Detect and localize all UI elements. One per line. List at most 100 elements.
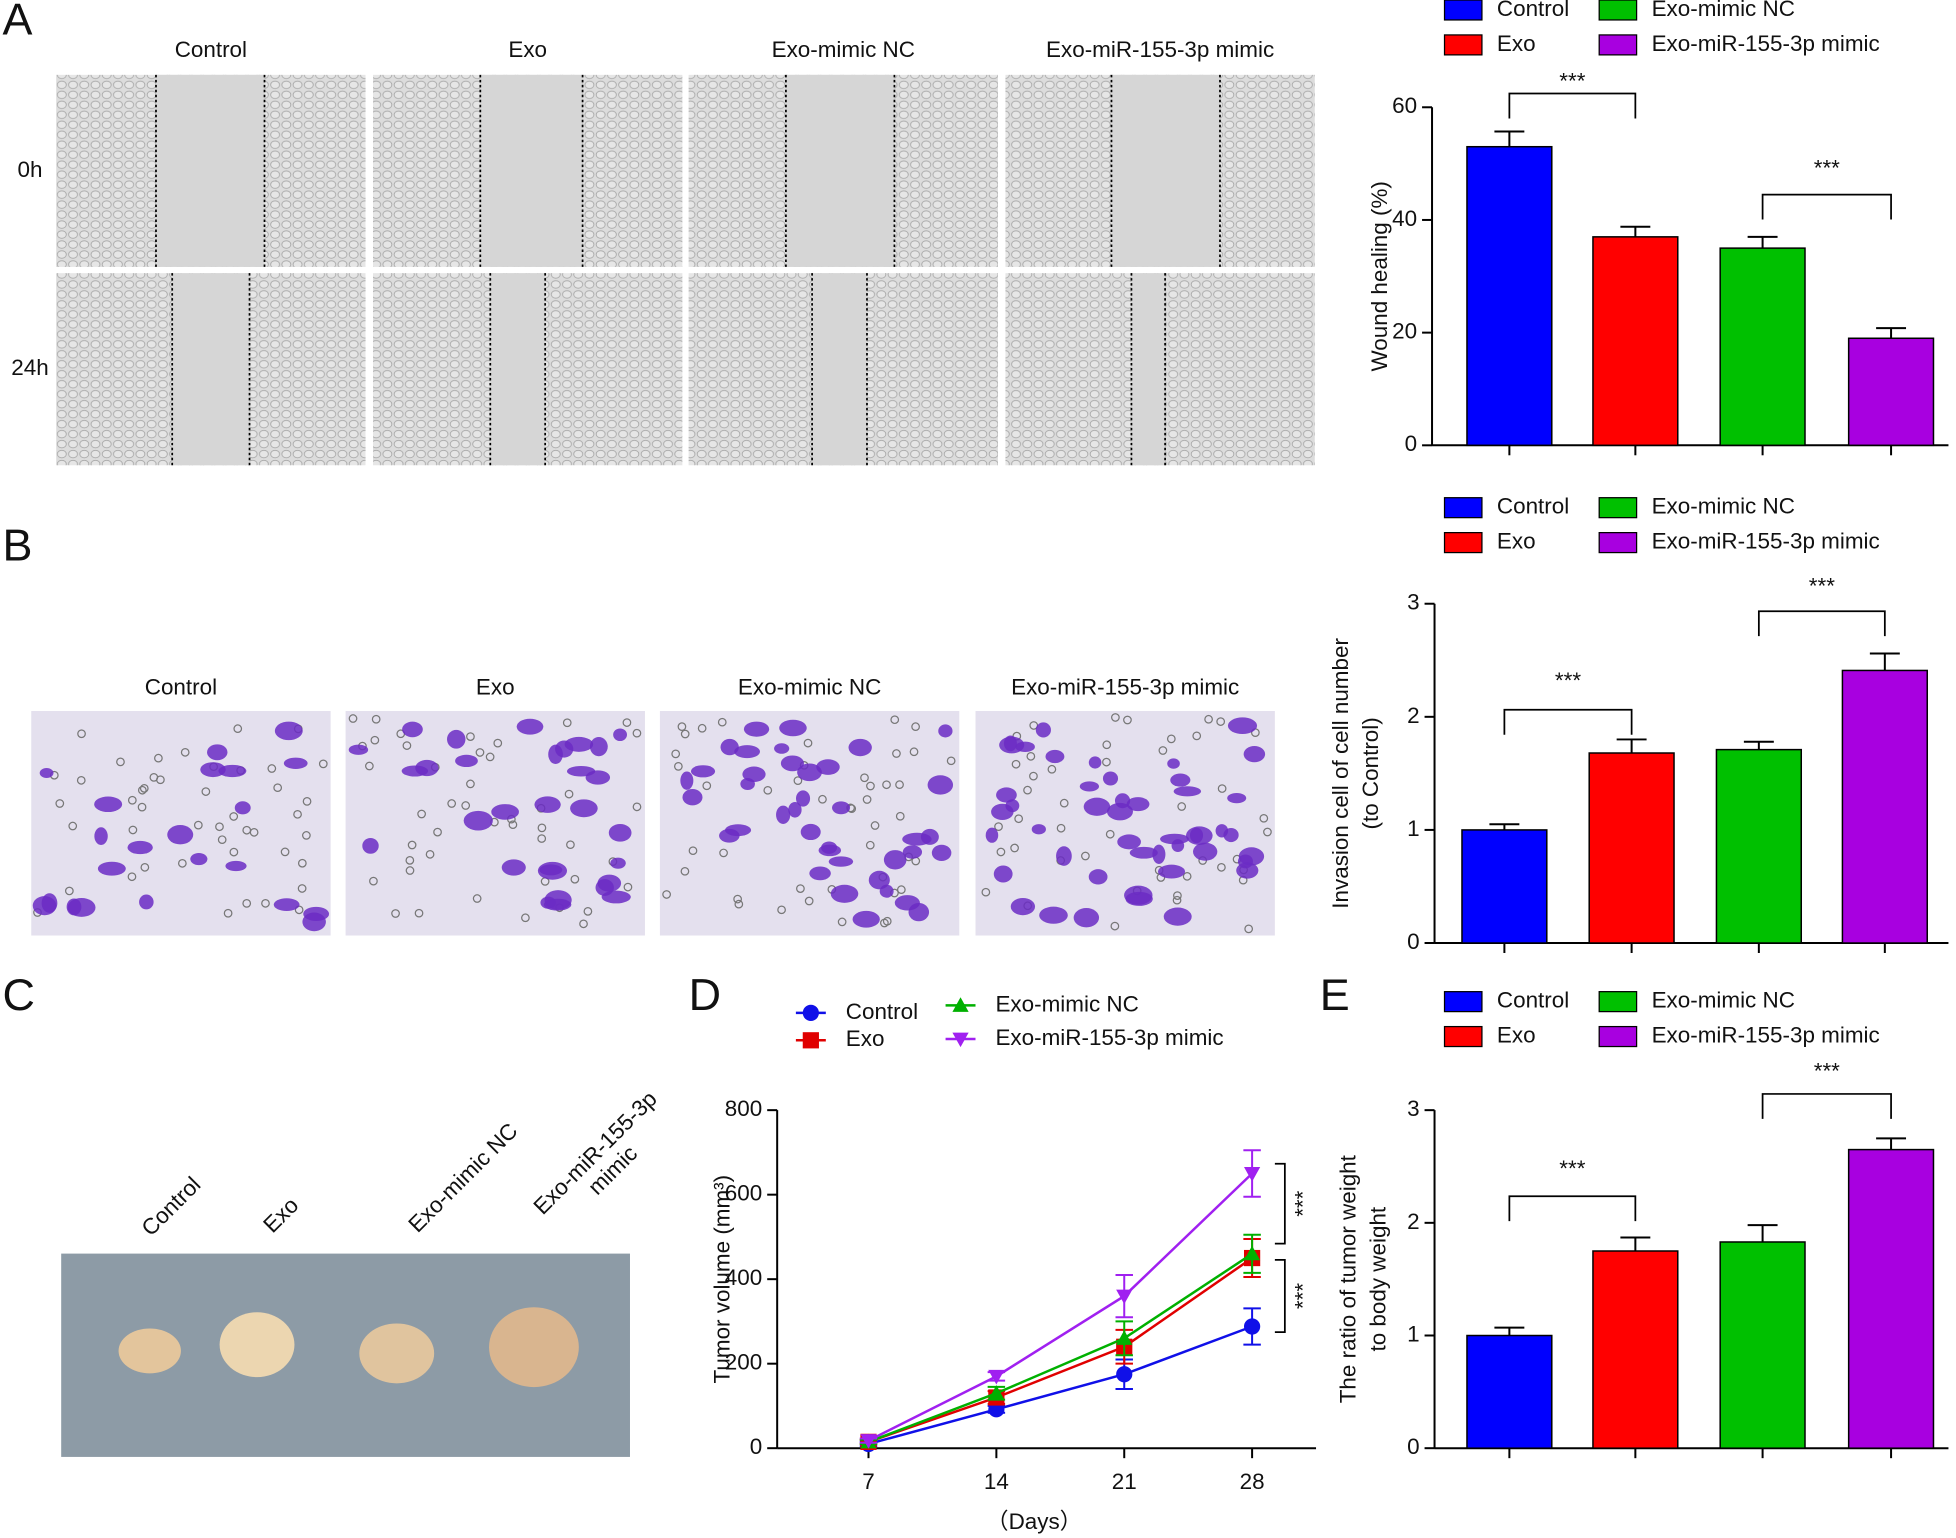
cell — [94, 827, 108, 845]
cell — [548, 744, 563, 765]
cell — [97, 861, 126, 876]
y-tick-label: 800 — [725, 1096, 762, 1121]
column-label: Exo-miR-155-3p mimic — [1011, 674, 1239, 699]
legend-label: Exo — [1497, 31, 1536, 56]
cell — [1035, 722, 1051, 738]
pore — [688, 846, 698, 856]
x-tick-label: 7 — [862, 1469, 874, 1494]
cell — [302, 912, 326, 932]
x-tick-label: 14 — [984, 1469, 1009, 1494]
pore — [564, 789, 574, 799]
marker — [802, 1004, 819, 1021]
pore — [475, 748, 485, 757]
cell — [1107, 802, 1133, 821]
pore — [1029, 771, 1038, 781]
y-axis-label: Invasion cell of cell number — [1328, 638, 1353, 909]
cell — [1031, 824, 1046, 835]
significance-bracket — [1508, 1195, 1637, 1222]
y-axis-label: (to Control) — [1358, 717, 1383, 829]
pore — [402, 741, 412, 750]
cell — [1056, 846, 1072, 866]
marker — [1243, 1245, 1261, 1261]
cell — [610, 857, 626, 869]
cell — [41, 893, 58, 913]
legend-label: Exo-miR-155-3p mimic — [1652, 1022, 1880, 1047]
legend-label: Exo-miR-155-3p mimic — [1652, 31, 1880, 56]
cell — [1152, 844, 1166, 864]
pore — [127, 872, 137, 882]
pore — [996, 847, 1006, 857]
pore — [1263, 827, 1272, 837]
pore — [892, 749, 901, 758]
sample-label: Control — [137, 1172, 206, 1241]
cell — [1238, 847, 1265, 866]
pore — [229, 812, 239, 821]
pore — [895, 811, 905, 821]
cell — [1158, 864, 1186, 879]
pore — [1166, 734, 1176, 744]
pore — [116, 757, 125, 767]
y-axis-label: Wound healing (%) — [1367, 181, 1392, 371]
pore — [302, 831, 311, 840]
marker — [1116, 1289, 1133, 1305]
cell — [879, 884, 894, 898]
cell — [608, 823, 632, 842]
cell — [788, 801, 802, 818]
legend-swatch — [1598, 497, 1638, 519]
cell — [938, 724, 953, 738]
pore — [1172, 895, 1182, 905]
cell — [1126, 797, 1150, 812]
cell — [993, 865, 1013, 883]
cell — [139, 894, 154, 910]
pore — [719, 848, 728, 858]
pore — [433, 827, 442, 837]
pore — [405, 866, 415, 875]
cell — [796, 790, 811, 807]
pore — [137, 802, 147, 812]
pore — [632, 802, 642, 812]
significance-bracket — [1757, 610, 1886, 637]
cell — [725, 824, 752, 837]
panel-letter: E — [1320, 969, 1350, 1020]
pore — [318, 759, 328, 769]
cell — [1010, 898, 1036, 916]
cell — [927, 775, 954, 795]
cell — [1003, 735, 1017, 752]
pore — [127, 795, 137, 805]
pore — [1182, 871, 1192, 881]
legend-label: Exo-mimic NC — [1652, 494, 1795, 519]
pore — [1026, 751, 1036, 761]
marker — [952, 1032, 969, 1048]
cell — [491, 804, 519, 820]
legend-label: Exo-miR-155-3p mimic — [995, 1025, 1223, 1050]
cell — [1045, 749, 1065, 764]
cell — [1083, 797, 1111, 816]
pore — [566, 840, 575, 850]
pore — [447, 799, 457, 808]
pore — [623, 882, 633, 892]
cell — [415, 759, 439, 777]
pore — [1244, 924, 1254, 934]
y-tick-label: 20 — [1392, 319, 1417, 344]
pore — [866, 781, 875, 791]
pore — [946, 756, 956, 766]
cell — [779, 719, 807, 737]
y-axis-label: to body weight — [1366, 1206, 1391, 1351]
x-tick-label: 21 — [1112, 1469, 1137, 1494]
cell — [218, 764, 247, 778]
pore — [804, 896, 814, 906]
cell — [996, 787, 1017, 803]
y-tick-label: 0 — [750, 1434, 762, 1459]
pore — [1177, 802, 1187, 811]
y-axis-label: The ratio of tumor weight — [1336, 1154, 1361, 1403]
significance-label: *** — [1559, 1156, 1585, 1181]
cell — [455, 754, 478, 768]
significance-label: *** — [1809, 573, 1835, 598]
cell — [1170, 773, 1191, 787]
cell — [225, 860, 247, 872]
pore — [297, 884, 307, 893]
wound — [155, 74, 265, 267]
cell — [985, 827, 999, 843]
pore — [193, 820, 203, 830]
cell — [830, 884, 859, 903]
